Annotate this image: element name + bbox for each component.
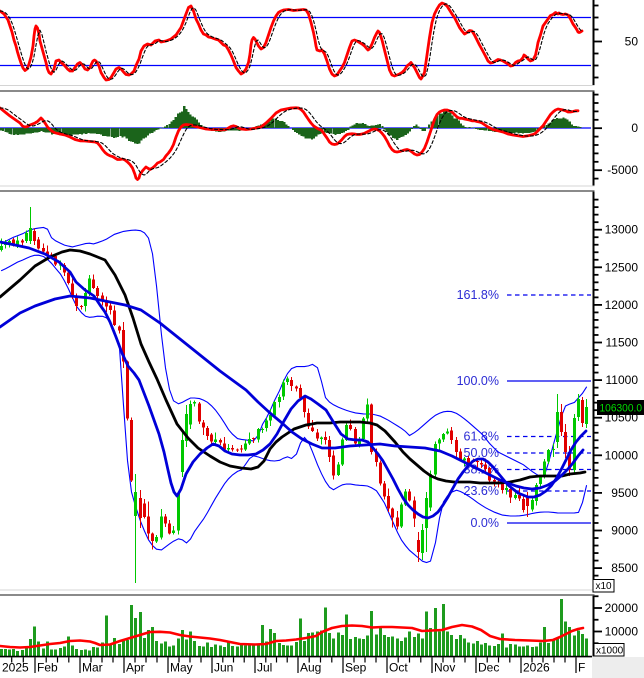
svg-text:Feb: Feb xyxy=(37,661,58,675)
svg-text:9000: 9000 xyxy=(611,524,638,538)
svg-text:Dec: Dec xyxy=(478,661,499,675)
svg-text:Mar: Mar xyxy=(82,661,103,675)
svg-text:Apr: Apr xyxy=(126,661,145,675)
svg-text:23.6%: 23.6% xyxy=(464,484,499,498)
svg-text:Oct: Oct xyxy=(389,661,408,675)
svg-text:10000: 10000 xyxy=(605,448,639,462)
svg-text:Sep: Sep xyxy=(345,661,367,675)
svg-text:61.8%: 61.8% xyxy=(464,430,499,444)
svg-text:12500: 12500 xyxy=(605,260,639,274)
svg-text:2025: 2025 xyxy=(2,661,29,675)
svg-text:106300.0: 106300.0 xyxy=(600,403,643,415)
svg-text:11000: 11000 xyxy=(606,373,639,387)
svg-text:12000: 12000 xyxy=(605,298,639,312)
svg-text:Aug: Aug xyxy=(300,661,321,675)
svg-text:2026: 2026 xyxy=(523,661,550,675)
svg-text:100.0%: 100.0% xyxy=(457,374,499,388)
svg-text:9500: 9500 xyxy=(611,486,638,500)
svg-text:20000: 20000 xyxy=(605,601,639,615)
svg-text:Jul: Jul xyxy=(257,661,272,675)
svg-text:F: F xyxy=(578,661,585,675)
svg-text:8500: 8500 xyxy=(611,561,638,575)
svg-text:50: 50 xyxy=(625,35,639,49)
svg-text:x1000: x1000 xyxy=(596,646,624,657)
svg-text:Jun: Jun xyxy=(214,661,233,675)
svg-text:13000: 13000 xyxy=(605,223,639,237)
svg-text:-5000: -5000 xyxy=(607,163,638,177)
svg-text:May: May xyxy=(170,661,193,675)
svg-text:161.8%: 161.8% xyxy=(457,288,499,302)
svg-text:10000: 10000 xyxy=(605,625,639,639)
svg-text:x10: x10 xyxy=(596,581,613,592)
svg-text:11500: 11500 xyxy=(606,336,639,350)
svg-text:0.0%: 0.0% xyxy=(471,516,500,530)
svg-text:Nov: Nov xyxy=(434,661,455,675)
svg-text:0: 0 xyxy=(631,121,638,135)
svg-text:50.0%: 50.0% xyxy=(464,446,499,460)
